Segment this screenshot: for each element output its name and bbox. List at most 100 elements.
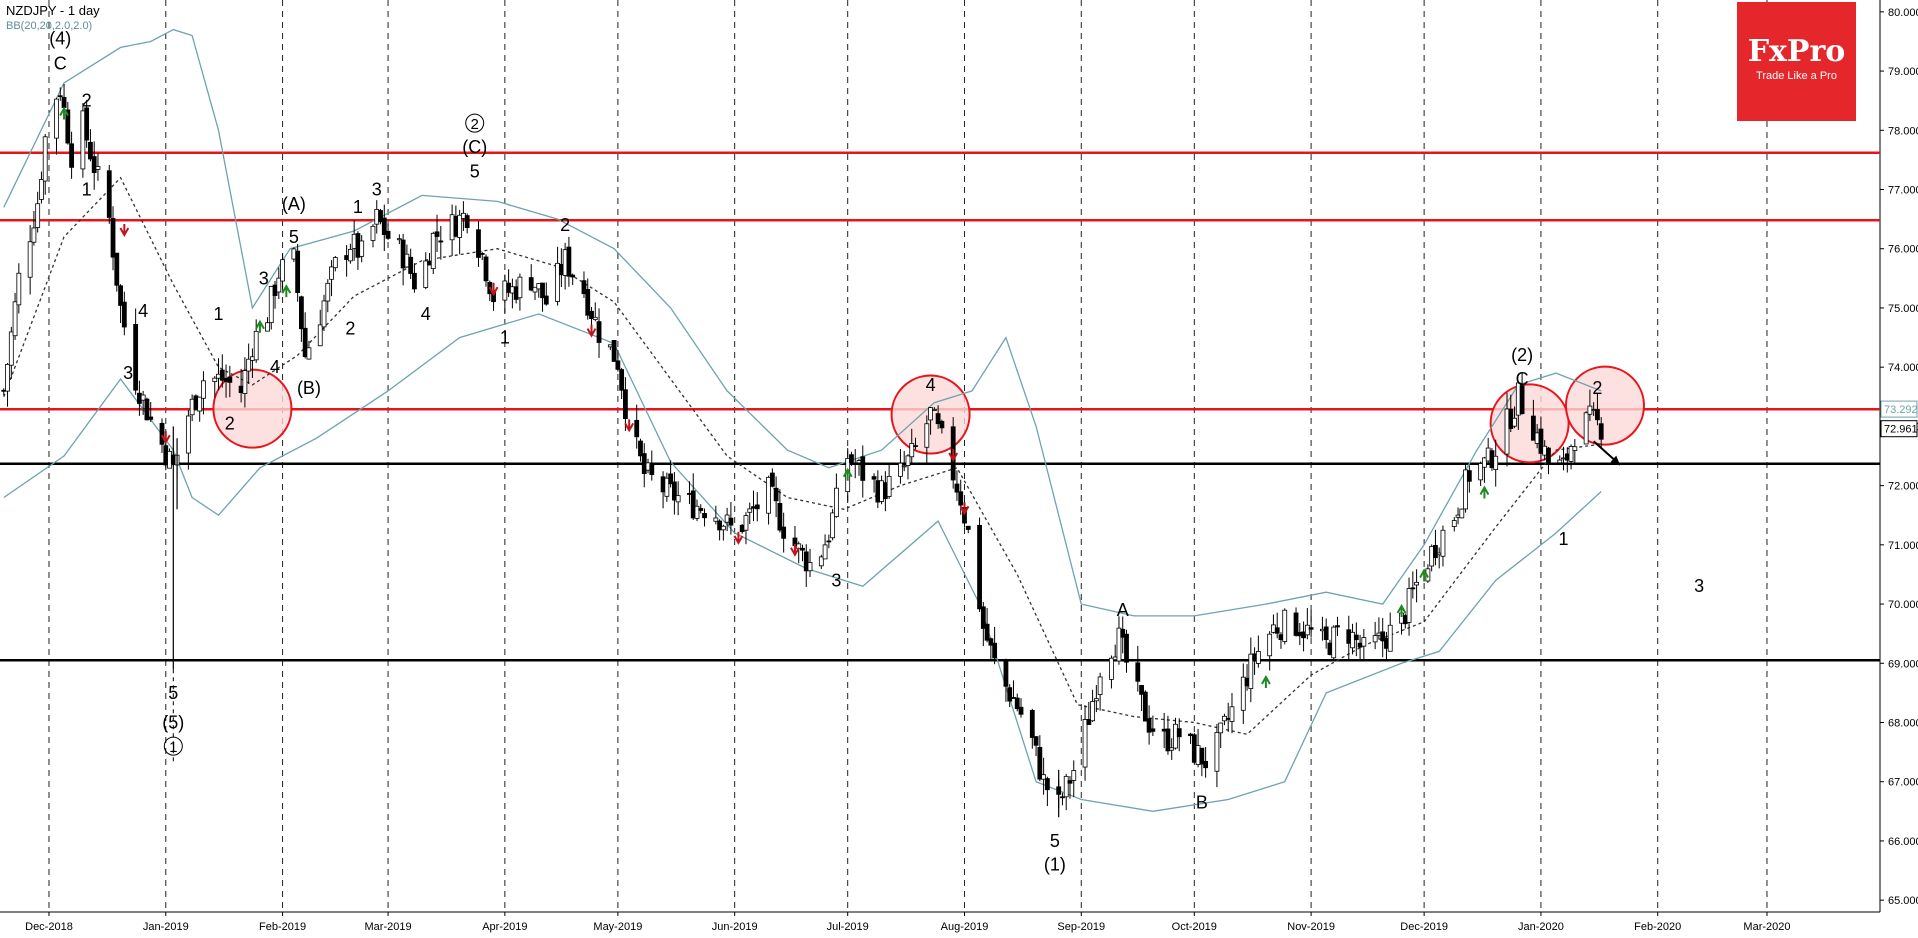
candle-body	[581, 280, 587, 295]
candle-body	[133, 324, 139, 391]
wave-label: 4	[138, 301, 148, 321]
candle-body	[1335, 625, 1340, 628]
candle-body	[95, 166, 101, 170]
candle-body	[280, 259, 285, 282]
candle-body	[675, 495, 681, 503]
candle-body	[27, 241, 33, 278]
candle-body	[1124, 633, 1129, 663]
candle-body	[852, 462, 858, 465]
candle-body	[1414, 581, 1419, 586]
candle-body	[385, 230, 391, 239]
candle-body	[638, 440, 643, 457]
candle-body	[1041, 774, 1047, 780]
wave-label: (B)	[297, 378, 321, 398]
price-tick-label: 68.000	[1888, 717, 1918, 729]
time-tick-label: Nov-2019	[1287, 921, 1335, 933]
candle-body	[543, 295, 549, 305]
candle-body	[935, 413, 941, 425]
candle-body	[91, 156, 97, 174]
candle-body	[532, 286, 538, 293]
candle-body	[227, 376, 233, 383]
candle-body	[939, 421, 945, 429]
candle-body	[954, 483, 960, 493]
wave-label: C	[1516, 369, 1529, 389]
candle-body	[592, 316, 598, 320]
wave-label: A	[1117, 600, 1129, 620]
candle-body	[1203, 760, 1209, 769]
candle-body	[434, 231, 440, 237]
candle-body	[958, 491, 964, 506]
candle-body	[849, 454, 854, 463]
candle-body	[1150, 728, 1156, 732]
candle-body	[1466, 470, 1472, 482]
projection-arrow-head-icon	[1610, 455, 1621, 465]
time-tick-label: Oct-2019	[1172, 921, 1217, 933]
candle-body	[378, 210, 383, 223]
candle-body	[898, 462, 903, 477]
candle-body	[803, 551, 809, 572]
candle-body	[430, 232, 436, 269]
price-tick-label: 76.000	[1888, 244, 1918, 256]
candle-body	[8, 331, 14, 366]
candle-body	[1199, 747, 1205, 765]
candle-body	[528, 277, 534, 291]
wave-label: 1	[500, 327, 510, 347]
price-tick-label: 65.000	[1888, 895, 1918, 907]
candle-body	[110, 218, 116, 258]
candle-body	[479, 253, 485, 255]
candle-body	[42, 136, 48, 182]
candle-body	[483, 256, 489, 282]
candle-body	[1176, 728, 1182, 738]
wave-label: 2	[471, 116, 479, 133]
candle-body	[114, 252, 120, 286]
candle-body	[438, 240, 444, 243]
buy-arrow-icon	[281, 284, 292, 298]
price-tick-label: 72.000	[1888, 481, 1918, 493]
wave-label: 1	[214, 304, 224, 324]
candle-body	[717, 520, 722, 531]
candle-body	[781, 526, 787, 539]
candle-body	[332, 257, 338, 269]
candle-body	[698, 508, 704, 511]
price-tick-label: 75.000	[1888, 303, 1918, 315]
wave-label: C	[54, 53, 67, 73]
wave-label: 2	[1592, 378, 1602, 398]
candle-body	[928, 407, 933, 421]
candle-body	[1120, 628, 1126, 638]
candle-body	[1063, 775, 1069, 798]
candle-body	[671, 481, 677, 501]
sell-arrow-icon	[790, 543, 800, 557]
bollinger-upper-line	[3, 28, 1602, 617]
candle-body	[1463, 469, 1468, 510]
candle-body	[1071, 770, 1077, 781]
candle-body	[585, 289, 591, 316]
sell-arrow-icon	[586, 324, 597, 338]
candle-body	[1572, 446, 1578, 452]
wave-label: (C)	[462, 137, 487, 157]
candle-body	[1146, 718, 1152, 733]
wave-label: 3	[259, 268, 269, 288]
price-tick-label: 80.000	[1888, 7, 1918, 19]
candle-body	[1018, 706, 1024, 715]
candle-body	[1007, 687, 1013, 702]
candle-body	[623, 389, 628, 420]
axes: 80.000 79.000 78.000 77.000 76.000 75.000 74.0…	[25, 7, 1918, 933]
candle-body	[517, 276, 523, 299]
wave-label-circle	[163, 736, 183, 756]
candle-body	[12, 301, 18, 337]
candle-body	[570, 274, 576, 278]
candle-body	[566, 246, 572, 277]
candle-body	[201, 380, 206, 399]
sell-arrow-icon	[733, 531, 744, 545]
wave-label: 1	[82, 179, 92, 199]
candle-body	[1082, 719, 1088, 768]
sell-arrow-icon	[948, 449, 959, 463]
candle-body	[634, 419, 640, 438]
candle-body	[299, 296, 304, 330]
candle-body	[1331, 626, 1337, 659]
time-tick-label: Dec-2019	[1400, 921, 1448, 933]
candle-body	[1308, 627, 1314, 630]
candle-body	[1557, 459, 1563, 464]
candle-body	[396, 238, 402, 241]
